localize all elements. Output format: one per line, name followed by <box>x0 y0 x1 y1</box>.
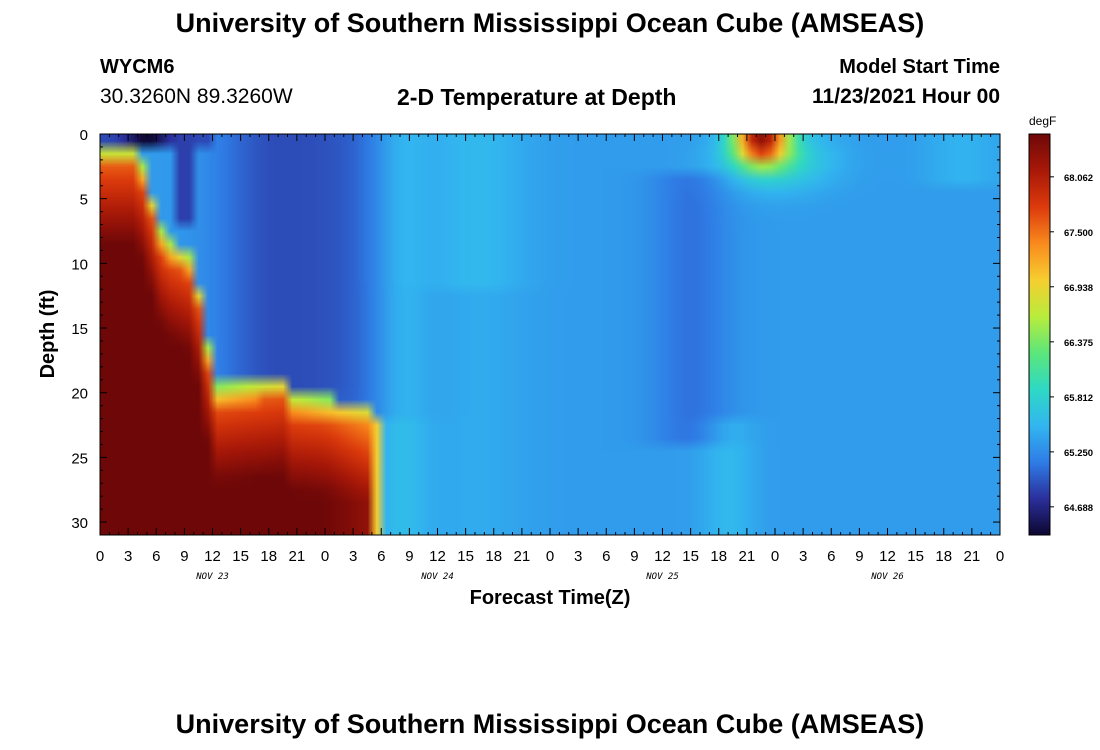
colorbar-tick-label: 65.812 <box>1064 393 1093 404</box>
x-tick-label: 15 <box>232 548 249 565</box>
station-coords: 30.3260N 89.3260W <box>100 85 293 108</box>
y-tick-label: 30 <box>71 515 88 532</box>
x-tick-label: 3 <box>124 548 132 565</box>
x-tick-label: 3 <box>349 548 357 565</box>
colorbar-tick-label: 68.062 <box>1064 173 1093 184</box>
x-tick-label: 6 <box>602 548 610 565</box>
model-start-value: 11/23/2021 Hour 00 <box>812 85 1000 108</box>
model-start-label: Model Start Time <box>839 56 1000 78</box>
page-title: University of Southern Mississippi Ocean… <box>175 8 925 38</box>
x-tick-label: 21 <box>289 548 306 565</box>
x-tick-label: 9 <box>405 548 413 565</box>
colorbar <box>1028 133 1051 536</box>
axis-ticks <box>99 133 1001 536</box>
y-tick-label: 20 <box>71 386 88 403</box>
day-labels: NOV 23 NOV 24 NOV 25 NOV 26 <box>195 572 904 582</box>
day-label: NOV 26 <box>870 572 904 582</box>
x-tick-label: 6 <box>827 548 835 565</box>
x-tick-label: 12 <box>654 548 671 565</box>
x-tick-label: 12 <box>429 548 446 565</box>
x-tick-label: 15 <box>682 548 699 565</box>
colorbar-tick-label: 67.500 <box>1064 228 1093 239</box>
x-tick-label: 18 <box>485 548 502 565</box>
y-tick-labels: 0 5 10 15 20 25 30 <box>71 127 88 532</box>
x-tick-label: 12 <box>879 548 896 565</box>
x-tick-label: 12 <box>204 548 221 565</box>
colorbar-tick-label: 66.938 <box>1064 283 1093 294</box>
day-label: NOV 23 <box>195 572 229 582</box>
x-tick-label: 6 <box>152 548 160 565</box>
x-tick-label: 15 <box>457 548 474 565</box>
x-tick-label: 0 <box>546 548 554 565</box>
x-tick-label: 0 <box>321 548 329 565</box>
heatmap-image <box>100 134 1000 535</box>
x-tick-label: 3 <box>574 548 582 565</box>
x-tick-label: 0 <box>96 548 104 565</box>
station-id: WYCM6 <box>100 56 175 78</box>
colorbar-tick-label: 64.688 <box>1064 503 1093 514</box>
x-tick-label: 21 <box>964 548 981 565</box>
plot-title: 2-D Temperature at Depth <box>397 84 677 110</box>
x-tick-label: 0 <box>996 548 1004 565</box>
x-axis-label: Forecast Time(Z) <box>470 587 631 609</box>
x-tick-label: 18 <box>260 548 277 565</box>
x-tick-label: 15 <box>907 548 924 565</box>
x-tick-label: 9 <box>630 548 638 565</box>
x-tick-label: 18 <box>710 548 727 565</box>
day-label: NOV 24 <box>420 572 454 582</box>
y-tick-label: 0 <box>80 127 88 144</box>
colorbar-tick-label: 65.250 <box>1064 448 1093 459</box>
colorbar-tick-label: 66.375 <box>1064 338 1094 349</box>
x-tick-label: 0 <box>771 548 779 565</box>
footer-title: University of Southern Mississippi Ocean… <box>175 709 925 739</box>
x-tick-labels: 0 3 6 9 12 15 18 21 0 3 6 9 12 15 18 21 0 3 6 9 12 15 18 21 0 3 6 9… <box>96 548 1004 565</box>
x-tick-label: 18 <box>935 548 952 565</box>
x-tick-label: 21 <box>739 548 756 565</box>
y-tick-label: 15 <box>71 321 88 338</box>
x-tick-label: 6 <box>377 548 385 565</box>
x-tick-label: 9 <box>180 548 188 565</box>
colorbar-unit: degF <box>1029 114 1056 128</box>
x-tick-label: 3 <box>799 548 807 565</box>
y-tick-label: 10 <box>71 256 88 273</box>
x-tick-label: 21 <box>514 548 531 565</box>
y-tick-label: 5 <box>80 192 88 209</box>
y-tick-label: 25 <box>71 450 88 467</box>
y-axis-label: Depth (ft) <box>37 290 59 379</box>
colorbar-tick-labels: 68.062 67.500 66.938 66.375 65.812 65.250 64.6… <box>1050 173 1094 514</box>
x-tick-label: 9 <box>855 548 863 565</box>
day-label: NOV 25 <box>645 572 679 582</box>
